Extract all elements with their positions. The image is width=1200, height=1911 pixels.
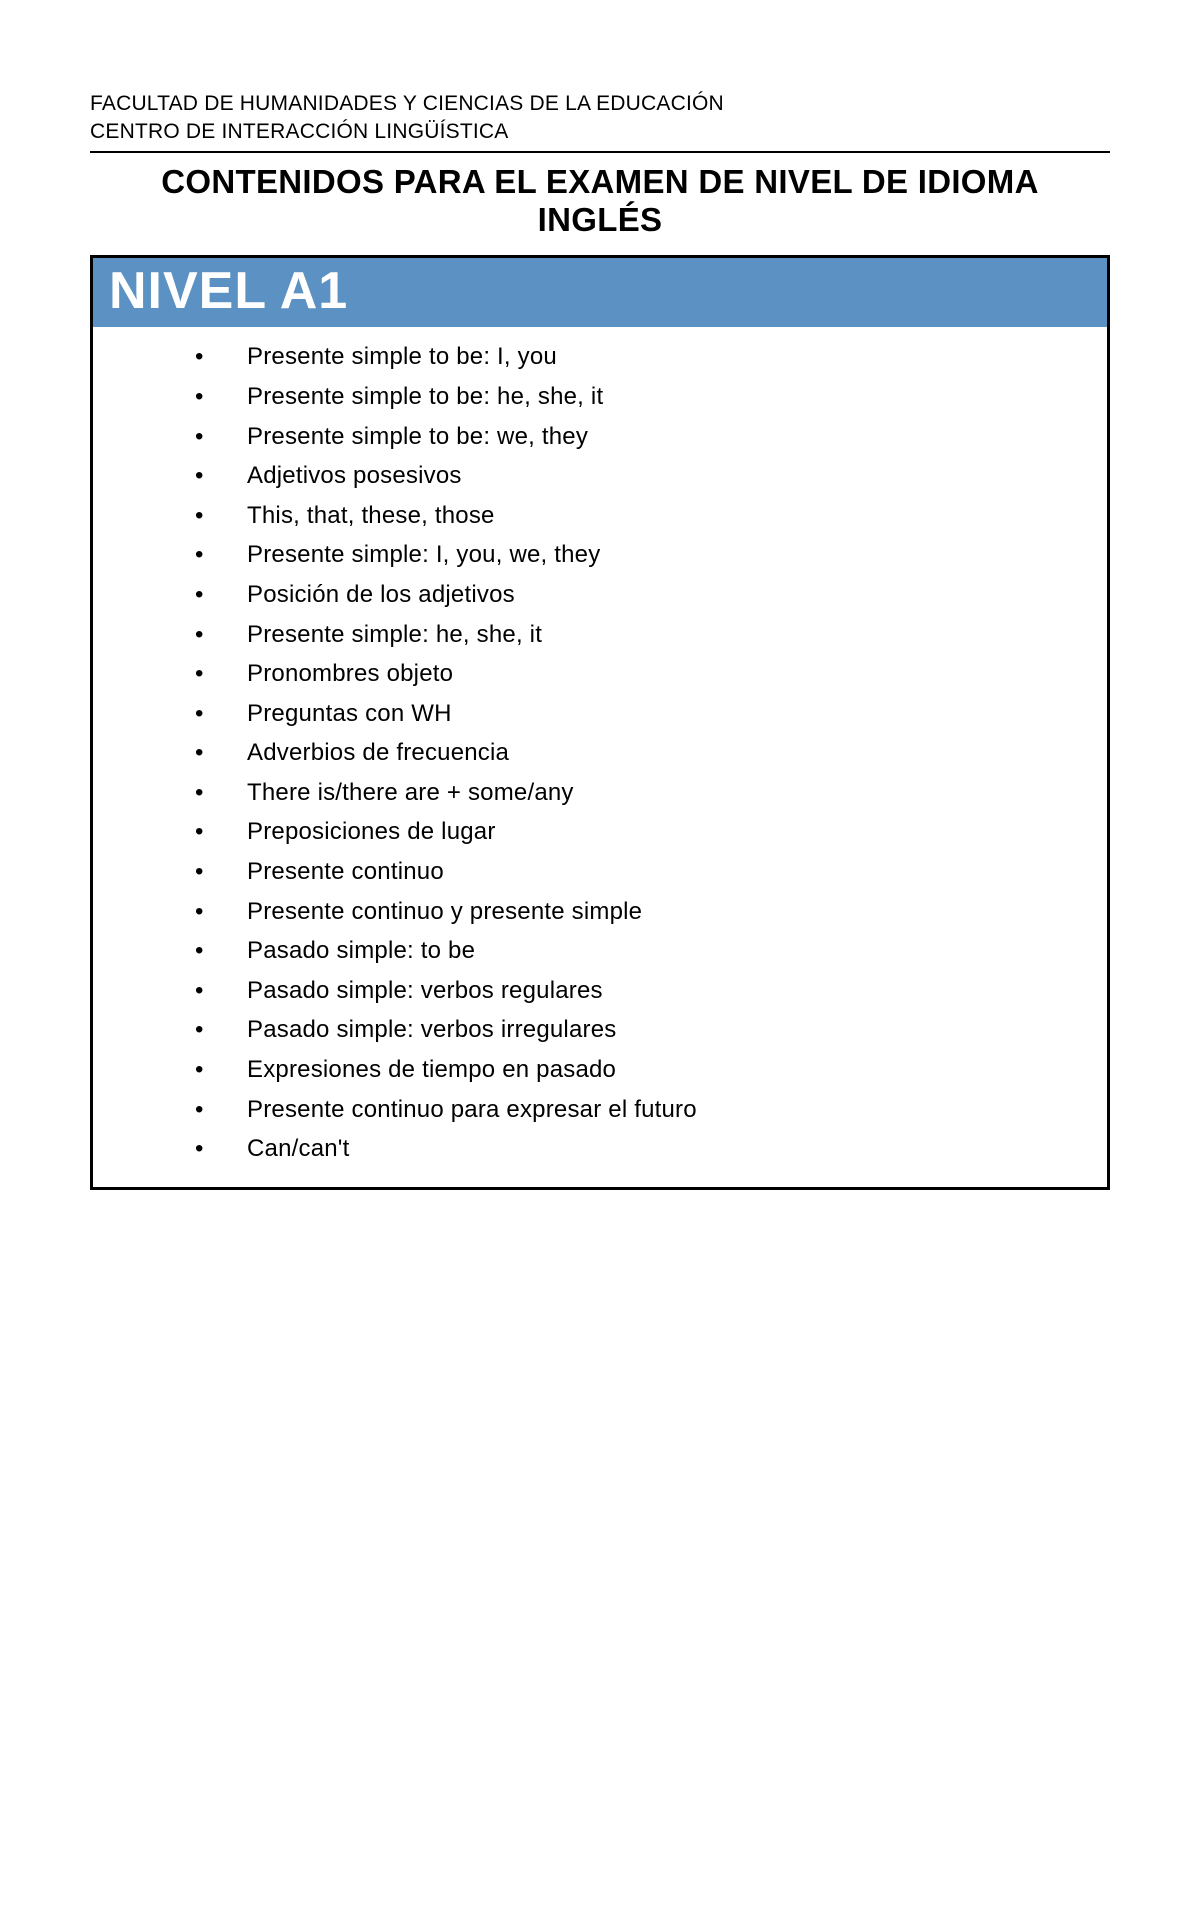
topic-item: Pasado simple: verbos regulares: [117, 971, 1083, 1011]
topic-item: Presente simple: he, she, it: [117, 615, 1083, 655]
topic-item: There is/there are + some/any: [117, 773, 1083, 813]
topic-item: Preposiciones de lugar: [117, 812, 1083, 852]
topic-item: Presente simple: I, you, we, they: [117, 535, 1083, 575]
topic-item: Pasado simple: to be: [117, 931, 1083, 971]
topic-item: Presente continuo y presente simple: [117, 892, 1083, 932]
level-header: NIVEL A1: [93, 258, 1107, 328]
institution-header: FACULTAD DE HUMANIDADES Y CIENCIAS DE LA…: [90, 90, 1110, 153]
level-box: NIVEL A1 Presente simple to be: I, youPr…: [90, 255, 1110, 1190]
topic-item: Expresiones de tiempo en pasado: [117, 1050, 1083, 1090]
topic-item: Presente continuo: [117, 852, 1083, 892]
topic-item: Preguntas con WH: [117, 694, 1083, 734]
topics-list: Presente simple to be: I, youPresente si…: [93, 327, 1107, 1186]
topic-item: This, that, these, those: [117, 496, 1083, 536]
topic-item: Adjetivos posesivos: [117, 456, 1083, 496]
topic-item: Pasado simple: verbos irregulares: [117, 1010, 1083, 1050]
document-page: FACULTAD DE HUMANIDADES Y CIENCIAS DE LA…: [0, 0, 1200, 1190]
topic-item: Can/can't: [117, 1129, 1083, 1169]
topic-item: Presente simple to be: I, you: [117, 337, 1083, 377]
topic-item: Posición de los adjetivos: [117, 575, 1083, 615]
topic-item: Presente continuo para expresar el futur…: [117, 1090, 1083, 1130]
topic-item: Presente simple to be: we, they: [117, 417, 1083, 457]
main-title: CONTENIDOS PARA EL EXAMEN DE NIVEL DE ID…: [110, 163, 1090, 239]
topic-item: Presente simple to be: he, she, it: [117, 377, 1083, 417]
institution-line-2: CENTRO DE INTERACCIÓN LINGÜÍSTICA: [90, 118, 1110, 146]
institution-line-1: FACULTAD DE HUMANIDADES Y CIENCIAS DE LA…: [90, 90, 1110, 118]
topic-item: Adverbios de frecuencia: [117, 733, 1083, 773]
topic-item: Pronombres objeto: [117, 654, 1083, 694]
